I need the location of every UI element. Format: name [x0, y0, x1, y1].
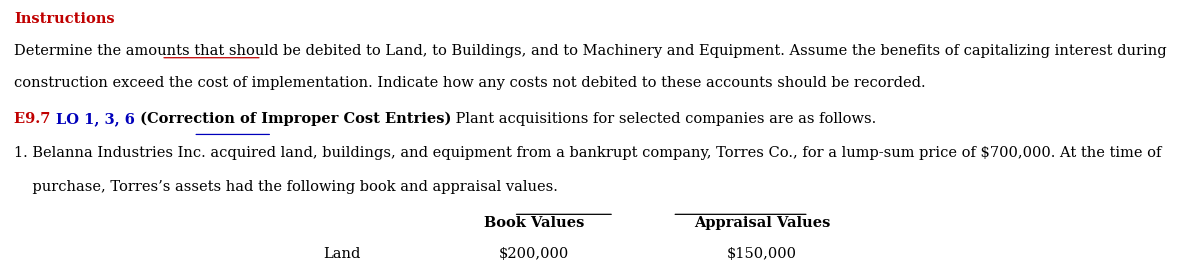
Text: Appraisal Values: Appraisal Values — [694, 216, 830, 230]
Text: Land: Land — [323, 247, 361, 261]
Text: Book Values: Book Values — [484, 216, 584, 230]
Text: E9.7: E9.7 — [14, 112, 56, 126]
Text: (Correction of Improper Cost Entries): (Correction of Improper Cost Entries) — [134, 112, 451, 126]
Text: LO 1, 3, 6: LO 1, 3, 6 — [56, 112, 134, 126]
Text: Plant acquisitions for selected companies are as follows.: Plant acquisitions for selected companie… — [451, 112, 876, 126]
Text: Instructions: Instructions — [14, 12, 115, 26]
Text: $150,000: $150,000 — [727, 247, 797, 261]
Text: $200,000: $200,000 — [499, 247, 569, 261]
Text: construction exceed the cost of implementation. Indicate how any costs not debit: construction exceed the cost of implemen… — [14, 76, 926, 90]
Text: Determine the amounts that should be debited to Land, to Buildings, and to Machi: Determine the amounts that should be deb… — [14, 44, 1168, 58]
Text: 1. Belanna Industries Inc. acquired land, buildings, and equipment from a bankru: 1. Belanna Industries Inc. acquired land… — [14, 146, 1162, 160]
Text: purchase, Torres’s assets had the following book and appraisal values.: purchase, Torres’s assets had the follow… — [14, 180, 558, 194]
